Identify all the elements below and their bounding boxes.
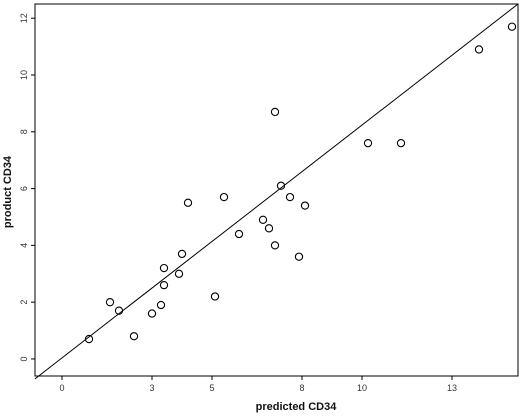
data-point [114,306,124,315]
y-tick-label: 8 [19,129,29,134]
data-point [159,280,169,290]
data-point [159,263,169,273]
data-point [105,298,115,307]
y-axis-title: product CD34 [2,155,14,228]
x-tick-label: 8 [299,383,304,393]
data-point [300,201,310,210]
data-point [396,138,406,148]
data-point [270,107,280,117]
x-tick-label: 10 [357,383,367,393]
data-point [363,138,373,148]
data-point [174,269,184,278]
data-point [156,300,166,310]
plot-layer: 0 3 5 8 10 13 0 2 4 6 8 10 12 [19,3,519,393]
y-tick-label: 4 [19,243,29,248]
x-axis-title: predicted CD34 [256,401,338,413]
data-point [129,332,139,341]
data-point [177,249,187,259]
data-point [84,334,94,344]
data-point [270,241,280,250]
data-point [183,198,193,207]
y-tick-label: 2 [19,300,29,305]
y-tick-label: 10 [19,70,29,80]
data-point [219,192,229,202]
data-point [210,292,220,301]
y-tick-label: 6 [19,186,29,191]
y-tick-label: 12 [19,13,29,23]
data-point [507,22,517,31]
x-tick-label: 3 [149,383,154,393]
data-point [147,309,157,318]
data-point [474,45,484,54]
data-point [234,229,244,239]
x-tick-label: 0 [59,383,64,393]
data-point [264,224,274,233]
data-point [294,252,304,261]
x-tick-label: 13 [447,383,457,393]
data-point [285,192,295,202]
data-point [276,181,286,190]
fit-line [34,3,519,380]
data-point [258,215,268,224]
y-tick-label: 0 [19,356,29,361]
x-tick-label: 5 [209,383,214,393]
